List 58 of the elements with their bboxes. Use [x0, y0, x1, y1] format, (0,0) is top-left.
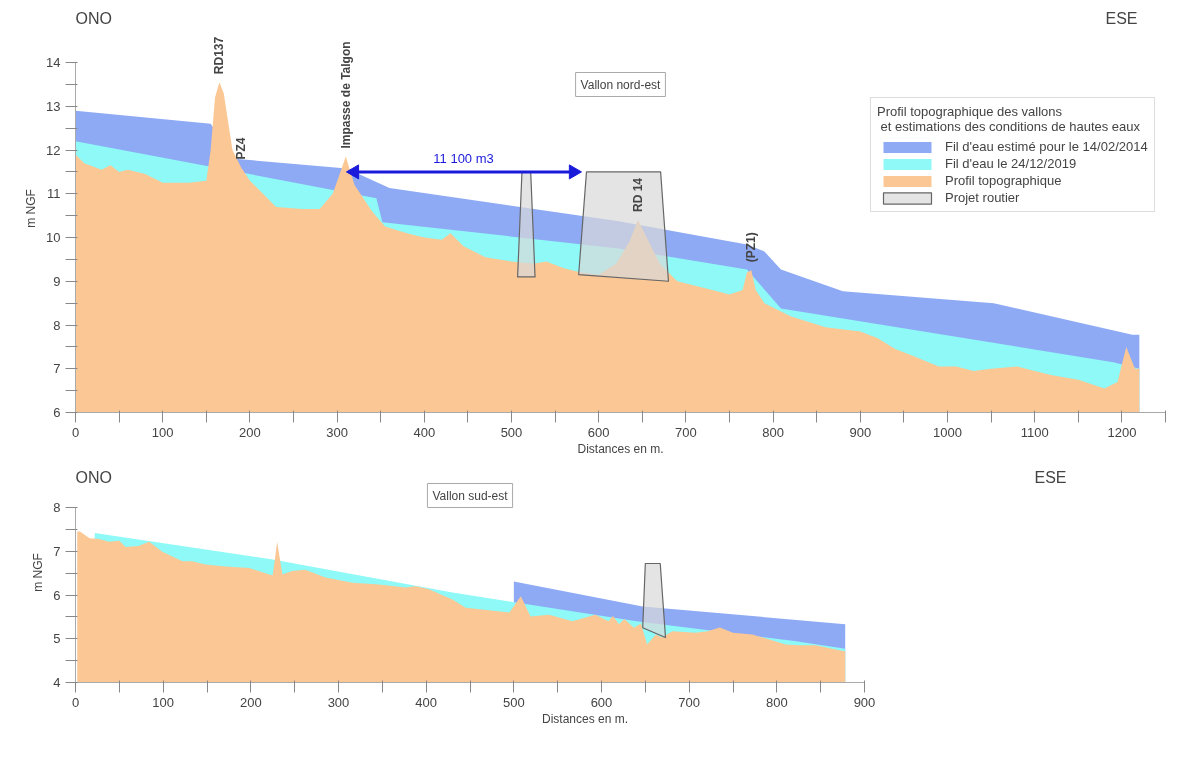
annotation: PZ4	[234, 137, 249, 160]
x-tick-label: 100	[151, 424, 174, 440]
y-tick-label: 12	[46, 142, 61, 158]
y-tick-label: 13	[46, 98, 61, 114]
y-tick-label: 7	[53, 543, 61, 559]
annotation: 11 100 m3	[433, 150, 494, 166]
y-tick-label: 6	[53, 405, 61, 420]
y-tick-label: 10	[46, 230, 61, 245]
x-tick-label: 200	[239, 424, 261, 440]
x-tick-label: 0	[71, 694, 80, 710]
y-tick-label: 9	[53, 273, 61, 289]
text: Vallon nord-est	[580, 77, 662, 92]
x-tick-label: 500	[502, 694, 525, 710]
y-axis-title: m NGF	[31, 553, 46, 592]
annotation: RD 14	[630, 177, 645, 212]
y-tick-label: 8	[53, 317, 61, 333]
y-tick-label: 11	[47, 186, 61, 202]
x-tick-label: 700	[675, 424, 697, 440]
x-tick-label: 500	[500, 424, 523, 440]
y-tick-label: 8	[53, 500, 61, 515]
legend-label: Fil d'eau le 24/12/2019	[945, 156, 1077, 171]
x-tick-label: 600	[590, 694, 613, 710]
x-axis-title: Distances en m.	[577, 441, 664, 456]
x-tick-label: 1000	[933, 424, 962, 440]
y-tick-label: 4	[53, 675, 61, 690]
x-tick-label: 900	[849, 424, 872, 440]
legend-label: Fil d'eau estimé pour le 14/02/2014	[945, 139, 1148, 154]
y-tick-label: 7	[53, 361, 61, 377]
y-tick-label: 14	[46, 55, 61, 70]
text: ONO	[75, 468, 112, 486]
x-tick-label: 800	[765, 694, 788, 710]
text: ESE	[1034, 468, 1067, 486]
x-tick-label: 300	[326, 424, 348, 440]
x-axis-title: Distances en m.	[541, 711, 629, 726]
x-tick-label: 400	[413, 424, 436, 440]
text: ESE	[1105, 9, 1138, 27]
annotation: RD137	[212, 36, 227, 75]
chart-title: Vallon sud-est	[432, 488, 509, 503]
x-tick-label: 800	[762, 424, 784, 440]
annotation: (PZ1)	[744, 232, 759, 263]
y-tick-label: 5	[53, 631, 61, 647]
annotation: Impasse de Talgon	[338, 41, 353, 149]
x-tick-label: 700	[678, 694, 701, 710]
legend-label: Projet routier	[945, 190, 1020, 205]
legend-title: Profil topographique des vallons et estimations des conditions de hautes eaux	[877, 104, 1142, 134]
x-tick-label: 200	[239, 694, 262, 710]
x-tick-label: 100	[152, 694, 175, 710]
x-tick-label: 0	[71, 424, 80, 440]
y-tick-label: 6	[53, 587, 61, 603]
x-tick-label: 400	[415, 694, 438, 710]
x-tick-label: 600	[587, 424, 610, 440]
text: ONO	[75, 9, 112, 27]
x-tick-label: 900	[853, 694, 876, 710]
x-tick-label: 1200	[1107, 424, 1137, 440]
x-tick-label: 300	[327, 694, 350, 710]
legend-label: Profil topographique	[945, 173, 1062, 188]
x-tick-label: 1100	[1020, 424, 1049, 440]
y-axis-title: m NGF	[24, 189, 39, 228]
